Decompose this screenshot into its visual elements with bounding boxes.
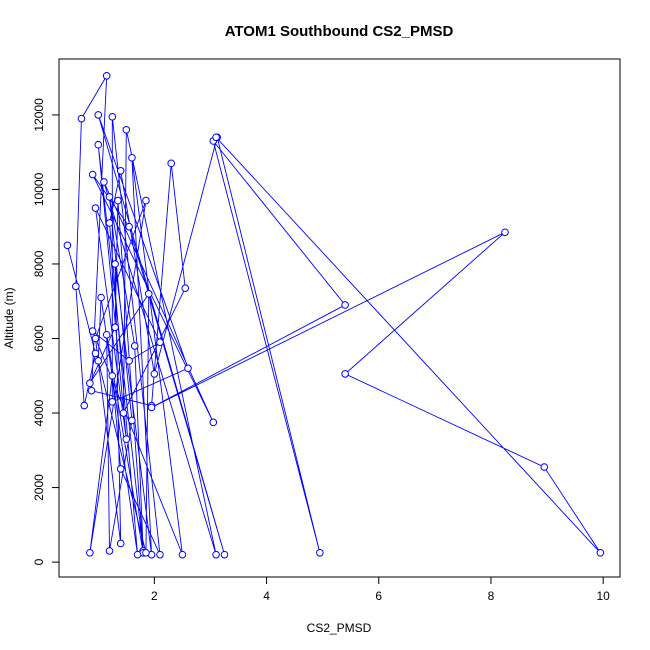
data-point	[212, 550, 220, 559]
y-axis-label: Altitude (m)	[2, 287, 16, 348]
y-tick-label: 8000	[32, 250, 46, 277]
data-point	[220, 550, 229, 559]
x-axis: 2 4 6 8 10	[151, 576, 610, 603]
y-tick-label: 4000	[32, 399, 46, 426]
data-point	[97, 293, 105, 302]
data-point	[501, 228, 509, 237]
y-tick-label: 0	[32, 558, 46, 565]
data-point	[341, 301, 349, 309]
data-point	[122, 435, 131, 443]
series-layer	[63, 71, 605, 559]
data-point	[540, 463, 549, 471]
x-tick-label: 2	[151, 589, 158, 603]
y-tick-label: 2000	[32, 474, 46, 501]
data-point	[341, 370, 349, 378]
data-point	[72, 282, 80, 291]
data-point	[105, 547, 114, 555]
data-point	[128, 153, 136, 162]
data-point	[128, 416, 136, 425]
data-point	[144, 289, 153, 298]
data-point	[80, 401, 89, 410]
data-point	[86, 379, 94, 388]
data-point	[130, 342, 139, 350]
x-axis-label: CS2_PMSD	[307, 621, 372, 635]
data-point	[147, 403, 156, 412]
data-point	[596, 548, 605, 557]
data-point	[87, 386, 96, 395]
data-point	[77, 114, 86, 123]
y-axis: 0 2000 4000 6000 8000 10000 12000	[32, 98, 60, 565]
data-point	[88, 170, 97, 179]
data-point	[111, 323, 119, 332]
data-point	[91, 204, 100, 212]
data-point	[122, 126, 131, 134]
data-point	[212, 133, 220, 142]
x-tick-label: 6	[375, 589, 382, 603]
data-point	[91, 349, 100, 358]
data-point	[108, 371, 117, 380]
data-point	[142, 196, 150, 205]
data-point	[116, 465, 125, 473]
data-point	[125, 357, 133, 365]
data-point	[184, 364, 192, 373]
data-point	[209, 418, 218, 427]
plot-frame	[58, 58, 621, 578]
data-point	[94, 140, 103, 149]
data-point	[105, 219, 114, 227]
data-point	[63, 241, 72, 250]
data-point	[316, 548, 324, 557]
data-point	[178, 550, 187, 559]
data-point	[116, 167, 125, 175]
data-point	[167, 159, 175, 168]
data-point	[181, 284, 190, 292]
data-point	[94, 357, 103, 365]
y-tick-label: 12000	[32, 98, 46, 132]
data-point	[142, 548, 150, 557]
data-point	[156, 550, 164, 559]
series-line	[66, 75, 601, 555]
data-point	[156, 338, 164, 347]
chart-title: ATOM1 Southbound CS2_PMSD	[225, 23, 454, 40]
x-tick-label: 8	[488, 589, 495, 603]
data-point	[100, 178, 108, 186]
data-point	[119, 409, 128, 417]
data-point	[133, 550, 142, 559]
data-point	[102, 71, 111, 80]
data-point	[86, 548, 94, 557]
data-point	[102, 330, 111, 339]
data-point	[111, 260, 119, 268]
data-point	[105, 193, 114, 201]
data-point	[108, 398, 117, 406]
y-tick-label: 6000	[32, 325, 46, 352]
data-point	[108, 112, 117, 121]
x-tick-label: 10	[596, 589, 610, 603]
data-point	[116, 539, 125, 548]
data-point	[125, 222, 133, 231]
data-point	[94, 111, 103, 119]
y-tick-label: 10000	[32, 172, 46, 206]
data-point	[114, 196, 122, 205]
x-tick-label: 4	[263, 589, 270, 603]
data-point	[150, 370, 159, 378]
data-point	[91, 334, 100, 343]
data-point	[88, 327, 97, 335]
